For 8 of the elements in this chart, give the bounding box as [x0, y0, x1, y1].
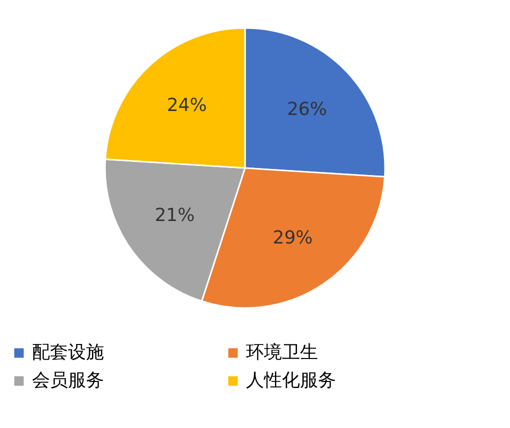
- legend-label: 环境卫生: [246, 342, 318, 363]
- legend-label: 配套设施: [32, 342, 104, 363]
- legend-label: 会员服务: [32, 370, 104, 391]
- data-label: 24%: [166, 95, 207, 116]
- data-label: 26%: [286, 98, 327, 120]
- data-label: 21%: [154, 204, 195, 226]
- data-label: 29%: [272, 227, 313, 248]
- legend-label: 人性化服务: [246, 370, 336, 391]
